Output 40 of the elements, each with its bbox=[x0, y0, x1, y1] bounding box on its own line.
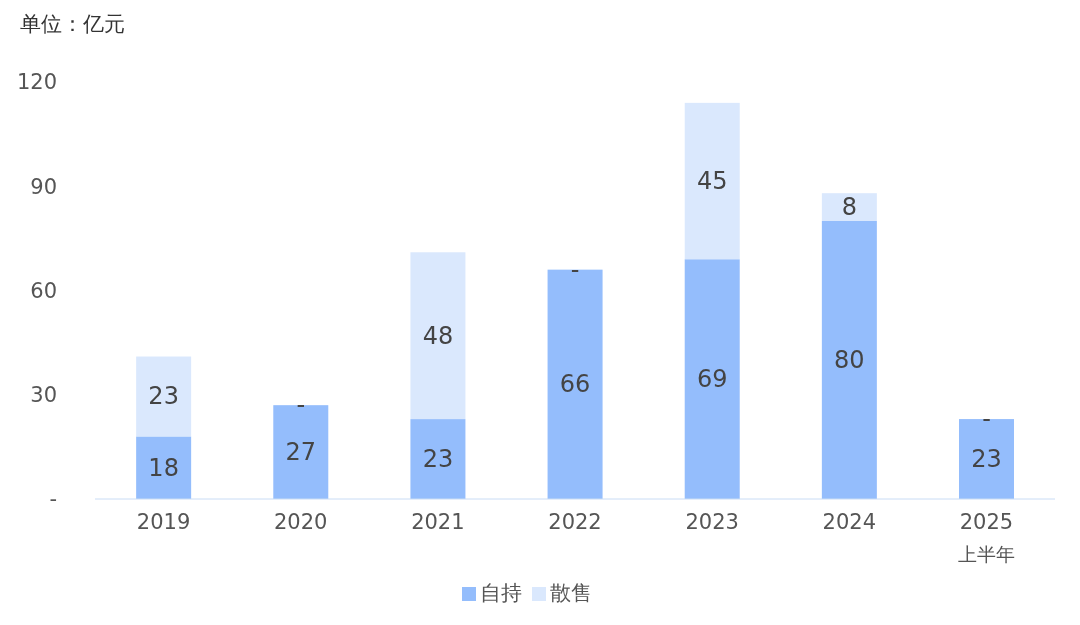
chart-title: 单位：亿元 bbox=[20, 11, 125, 38]
data-label: 27 bbox=[285, 438, 317, 467]
legend-label: 自持 bbox=[479, 581, 522, 605]
data-label: - bbox=[296, 391, 306, 420]
x-tick-label: 2024 bbox=[822, 510, 877, 534]
y-tick-label: 30 bbox=[30, 383, 57, 408]
bar bbox=[821, 221, 877, 499]
bar bbox=[959, 419, 1014, 499]
bar bbox=[821, 193, 877, 221]
x-tick-label: 2019 bbox=[136, 510, 191, 534]
bar bbox=[136, 436, 192, 499]
x-tick-label: 2022 bbox=[548, 510, 602, 534]
data-label: 69 bbox=[696, 365, 728, 394]
data-label: 18 bbox=[148, 453, 179, 482]
data-label: - bbox=[982, 405, 991, 434]
data-label: 66 bbox=[559, 370, 591, 399]
y-tick-label: 60 bbox=[30, 278, 57, 303]
data-label: 45 bbox=[696, 167, 728, 196]
bar bbox=[410, 419, 466, 499]
y-tick-label: 120 bbox=[16, 70, 57, 95]
bar bbox=[547, 269, 603, 499]
bar bbox=[684, 259, 740, 499]
data-label: 8 bbox=[841, 193, 857, 222]
x-tick-label: 2021 bbox=[411, 510, 465, 534]
x-tick-label: 2020 bbox=[273, 510, 328, 534]
data-label: 48 bbox=[422, 321, 454, 350]
y-tick-label: 90 bbox=[30, 174, 57, 199]
data-label: 23 bbox=[148, 382, 179, 411]
x-tick-label: 2025 上半年 bbox=[957, 510, 1015, 565]
data-label: 80 bbox=[834, 346, 865, 374]
y-tick-label: - bbox=[49, 487, 57, 512]
bar bbox=[410, 252, 466, 420]
data-label: 23 bbox=[422, 445, 454, 474]
bar bbox=[273, 405, 329, 499]
bar bbox=[136, 356, 192, 437]
x-tick-label: 2023 bbox=[685, 510, 739, 534]
data-label: 23 bbox=[971, 445, 1002, 474]
legend-label: 散售 bbox=[549, 581, 592, 605]
bar bbox=[684, 102, 740, 260]
data-label: - bbox=[570, 255, 580, 284]
